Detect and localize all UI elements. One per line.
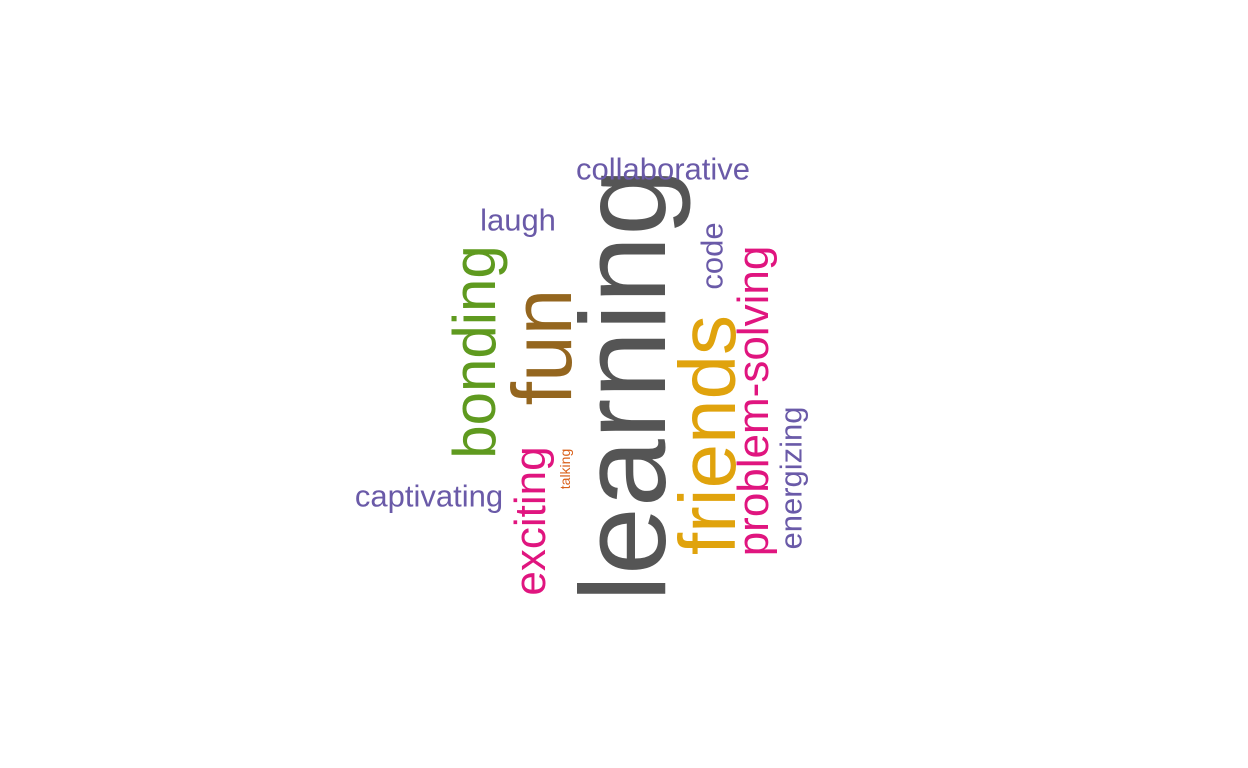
word-bonding: bonding: [441, 245, 508, 459]
word-collaborative: collaborative: [575, 151, 751, 187]
word-fun: fun: [495, 288, 589, 406]
word-code: code: [694, 222, 730, 290]
word-exciting: exciting: [506, 446, 555, 596]
word-problem-solving: problem-solving: [729, 245, 778, 557]
word-talking: talking: [557, 448, 573, 490]
word-captivating: captivating: [354, 478, 504, 514]
word-laugh: laugh: [480, 202, 556, 238]
word-energizing: energizing: [773, 406, 809, 550]
